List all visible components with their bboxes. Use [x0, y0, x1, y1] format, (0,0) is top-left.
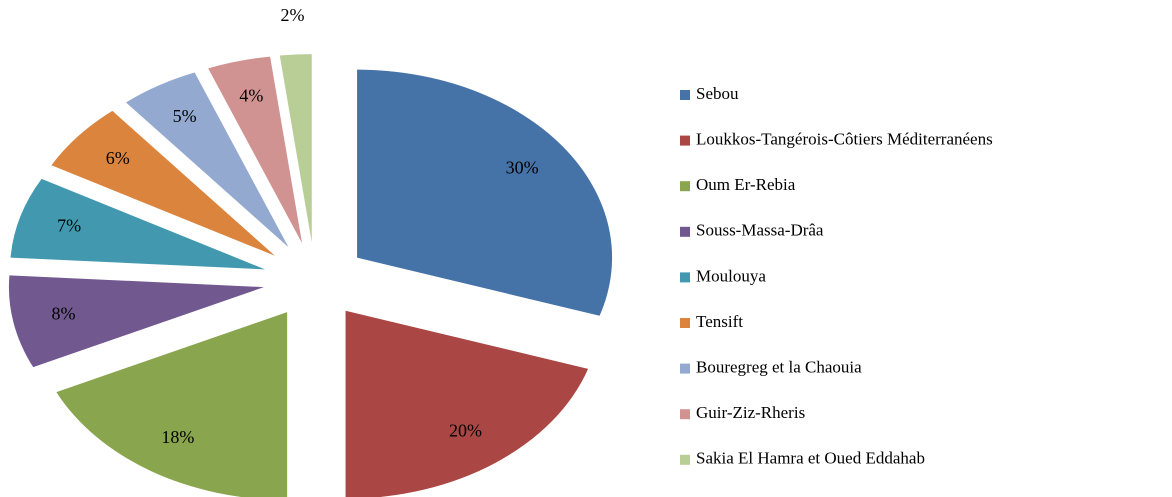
data-label: 18%: [161, 427, 194, 447]
pie-slice: [357, 69, 613, 316]
pie-slice: [8, 275, 264, 368]
legend-swatch: [680, 272, 690, 283]
legend-swatch: [680, 409, 690, 420]
data-label: 20%: [449, 421, 482, 441]
legend-label: Tensift: [696, 312, 743, 331]
data-label: 6%: [106, 148, 130, 168]
pie-slice: [125, 72, 289, 248]
data-label: 30%: [506, 157, 539, 177]
data-label: 7%: [57, 216, 81, 236]
data-label: 2%: [281, 5, 305, 25]
legend-swatch: [680, 135, 690, 146]
legend-label: Oum Er-Rebia: [696, 175, 796, 194]
legend-swatch: [680, 181, 690, 192]
legend-label: Bouregreg et la Chaouia: [696, 358, 862, 377]
pie-slice: [345, 310, 589, 497]
data-label: 4%: [239, 86, 263, 106]
legend-label: Guir-Ziz-Rheris: [696, 403, 805, 422]
legend-label: Souss-Massa-Drâa: [696, 221, 824, 240]
pie-slice: [56, 312, 288, 497]
legend-swatch: [680, 226, 690, 237]
pie-slice: [279, 54, 312, 243]
legend-swatch: [680, 363, 690, 374]
legend-label: Moulouya: [696, 266, 766, 285]
pie-slice: [51, 110, 275, 256]
legend-label: Sebou: [696, 84, 739, 103]
pie-slice: [208, 56, 303, 244]
legend-swatch: [680, 454, 690, 465]
legend-swatch: [680, 318, 690, 328]
legend-label: Sakia El Hamra et Oued Eddahab: [696, 449, 925, 468]
pie-slice: [10, 178, 266, 270]
legend-label: Loukkos-Tangérois-Côtiers Méditerranéens: [696, 130, 993, 149]
data-label: 8%: [52, 303, 76, 323]
data-label: 5%: [173, 106, 197, 126]
legend-swatch: [680, 90, 690, 100]
